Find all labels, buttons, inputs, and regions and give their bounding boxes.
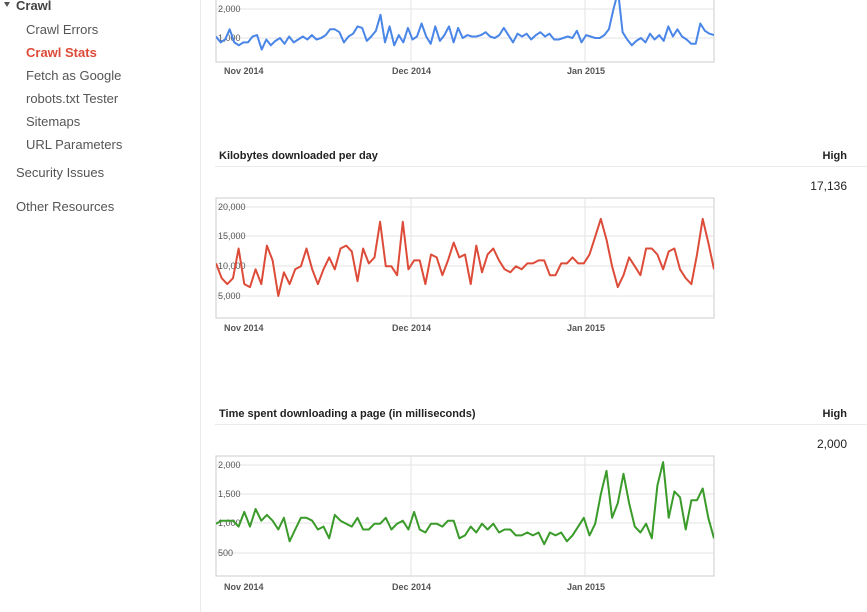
section-title-time-spent: Time spent downloading a page (in millis… xyxy=(219,408,476,420)
chart-frame xyxy=(215,197,715,319)
x-tick-label: Jan 2015 xyxy=(567,582,605,592)
series-line xyxy=(216,461,714,546)
triangle-down-icon xyxy=(4,2,10,7)
y-tick-label: 1,000 xyxy=(218,33,241,43)
series-line xyxy=(216,217,714,297)
sidebar-item-other-resources[interactable]: Other Resources xyxy=(16,199,115,214)
high-value-time-spent: 2,000 xyxy=(816,437,847,451)
y-tick-label: 10,000 xyxy=(218,261,246,271)
x-tick-label: Jan 2015 xyxy=(567,323,605,333)
y-tick-label: 5,000 xyxy=(218,291,241,301)
series-line xyxy=(216,0,714,51)
x-tick-label: Nov 2014 xyxy=(224,66,264,76)
sidebar-item-security-issues[interactable]: Security Issues xyxy=(16,165,105,180)
sidebar: Crawl Crawl Errors Crawl Stats Fetch as … xyxy=(0,0,201,612)
nav-group-label: Crawl xyxy=(16,0,52,13)
high-label-time-spent: High xyxy=(822,408,847,420)
y-tick-label: 20,000 xyxy=(218,202,246,212)
y-tick-label: 2,000 xyxy=(218,460,241,470)
x-tick-label: Dec 2014 xyxy=(392,582,431,592)
divider xyxy=(215,424,867,425)
high-label-kilobytes: High xyxy=(822,150,847,162)
y-tick-label: 1,000 xyxy=(218,518,241,528)
sidebar-item-robots-tester[interactable]: robots.txt Tester xyxy=(26,91,119,106)
sidebar-item-url-parameters[interactable]: URL Parameters xyxy=(26,137,123,152)
divider xyxy=(215,166,867,167)
y-tick-label: 1,500 xyxy=(218,489,241,499)
x-tick-label: Nov 2014 xyxy=(224,323,264,333)
y-tick-label: 2,000 xyxy=(218,4,241,14)
x-tick-label: Dec 2014 xyxy=(392,66,431,76)
chart-frame xyxy=(215,455,715,577)
sidebar-item-sitemaps[interactable]: Sitemaps xyxy=(26,114,81,129)
x-tick-label: Dec 2014 xyxy=(392,323,431,333)
sidebar-item-crawl-errors[interactable]: Crawl Errors xyxy=(26,22,99,37)
high-value-kilobytes: 17,136 xyxy=(810,179,847,193)
x-tick-label: Jan 2015 xyxy=(567,66,605,76)
y-tick-label: 500 xyxy=(218,548,233,558)
sidebar-item-crawl-stats[interactable]: Crawl Stats xyxy=(26,45,97,60)
section-title-kilobytes: Kilobytes downloaded per day xyxy=(219,150,378,162)
x-tick-label: Nov 2014 xyxy=(224,582,264,592)
y-tick-label: 15,000 xyxy=(218,231,246,241)
sidebar-item-fetch-as-google[interactable]: Fetch as Google xyxy=(26,68,122,83)
chart-frame xyxy=(215,0,715,63)
